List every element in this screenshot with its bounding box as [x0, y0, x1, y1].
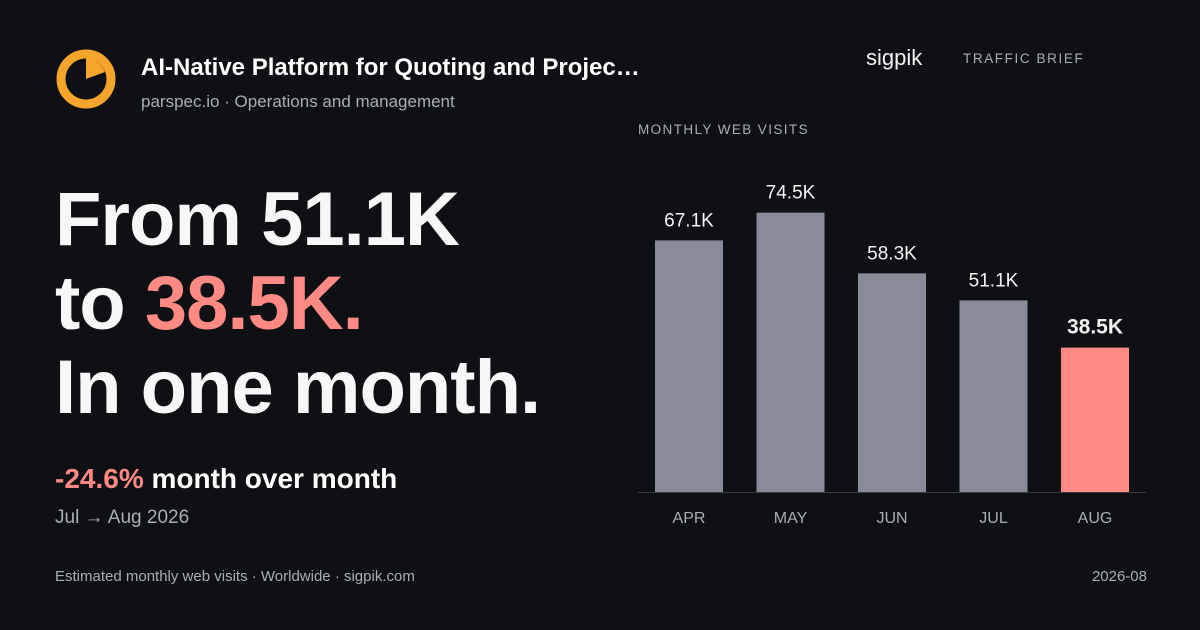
category-label-jun: JUN [876, 510, 907, 527]
footer-date: 2026-08 [1091, 568, 1147, 585]
category-label-jul: JUL [979, 510, 1008, 527]
headline-line-2-prefix: to [55, 261, 145, 346]
value-label-jul: 51.1K [969, 270, 1019, 291]
bar-apr [655, 240, 723, 492]
brand-tag: TRAFFIC BRIEF [963, 51, 1085, 66]
value-label-apr: 67.1K [664, 210, 714, 231]
bar-jun [858, 273, 926, 492]
monthly-visits-chart: MONTHLY WEB VISITS 67.1K APR 74.5K MAY 58.3K J… [638, 122, 1146, 527]
company-subtitle: parspec.io · Operations and management [141, 92, 455, 111]
chart-title: MONTHLY WEB VISITS [638, 122, 809, 137]
company-logo-icon [56, 49, 116, 109]
change-period: Jul → Aug 2026 [55, 507, 190, 528]
value-label-aug: 38.5K [1067, 316, 1123, 339]
change-label: month over month [143, 463, 398, 494]
category-label-aug: AUG [1078, 510, 1113, 527]
brand-name: sigpik [866, 45, 923, 70]
company-title: AI-Native Platform for Quoting and Proje… [141, 54, 640, 81]
value-label-jun: 58.3K [867, 243, 917, 264]
bar-aug [1061, 347, 1129, 492]
headline-line-1: From 51.1K [55, 177, 460, 262]
category-label-may: MAY [774, 510, 808, 527]
bar-jul [959, 300, 1028, 492]
change-summary: -24.6% month over month [55, 463, 397, 495]
headline-line-3: In one month. [55, 345, 541, 430]
value-label-may: 74.5K [766, 183, 816, 204]
headline: From 51.1K to 38.5K. In one month. [55, 177, 541, 430]
category-label-apr: APR [673, 510, 706, 527]
change-percent: -24.6% [55, 463, 144, 494]
headline-line-2-accent: 38.5K. [144, 261, 364, 346]
bar-may [756, 212, 825, 492]
footer-source: Estimated monthly web visits · Worldwide… [55, 568, 415, 585]
